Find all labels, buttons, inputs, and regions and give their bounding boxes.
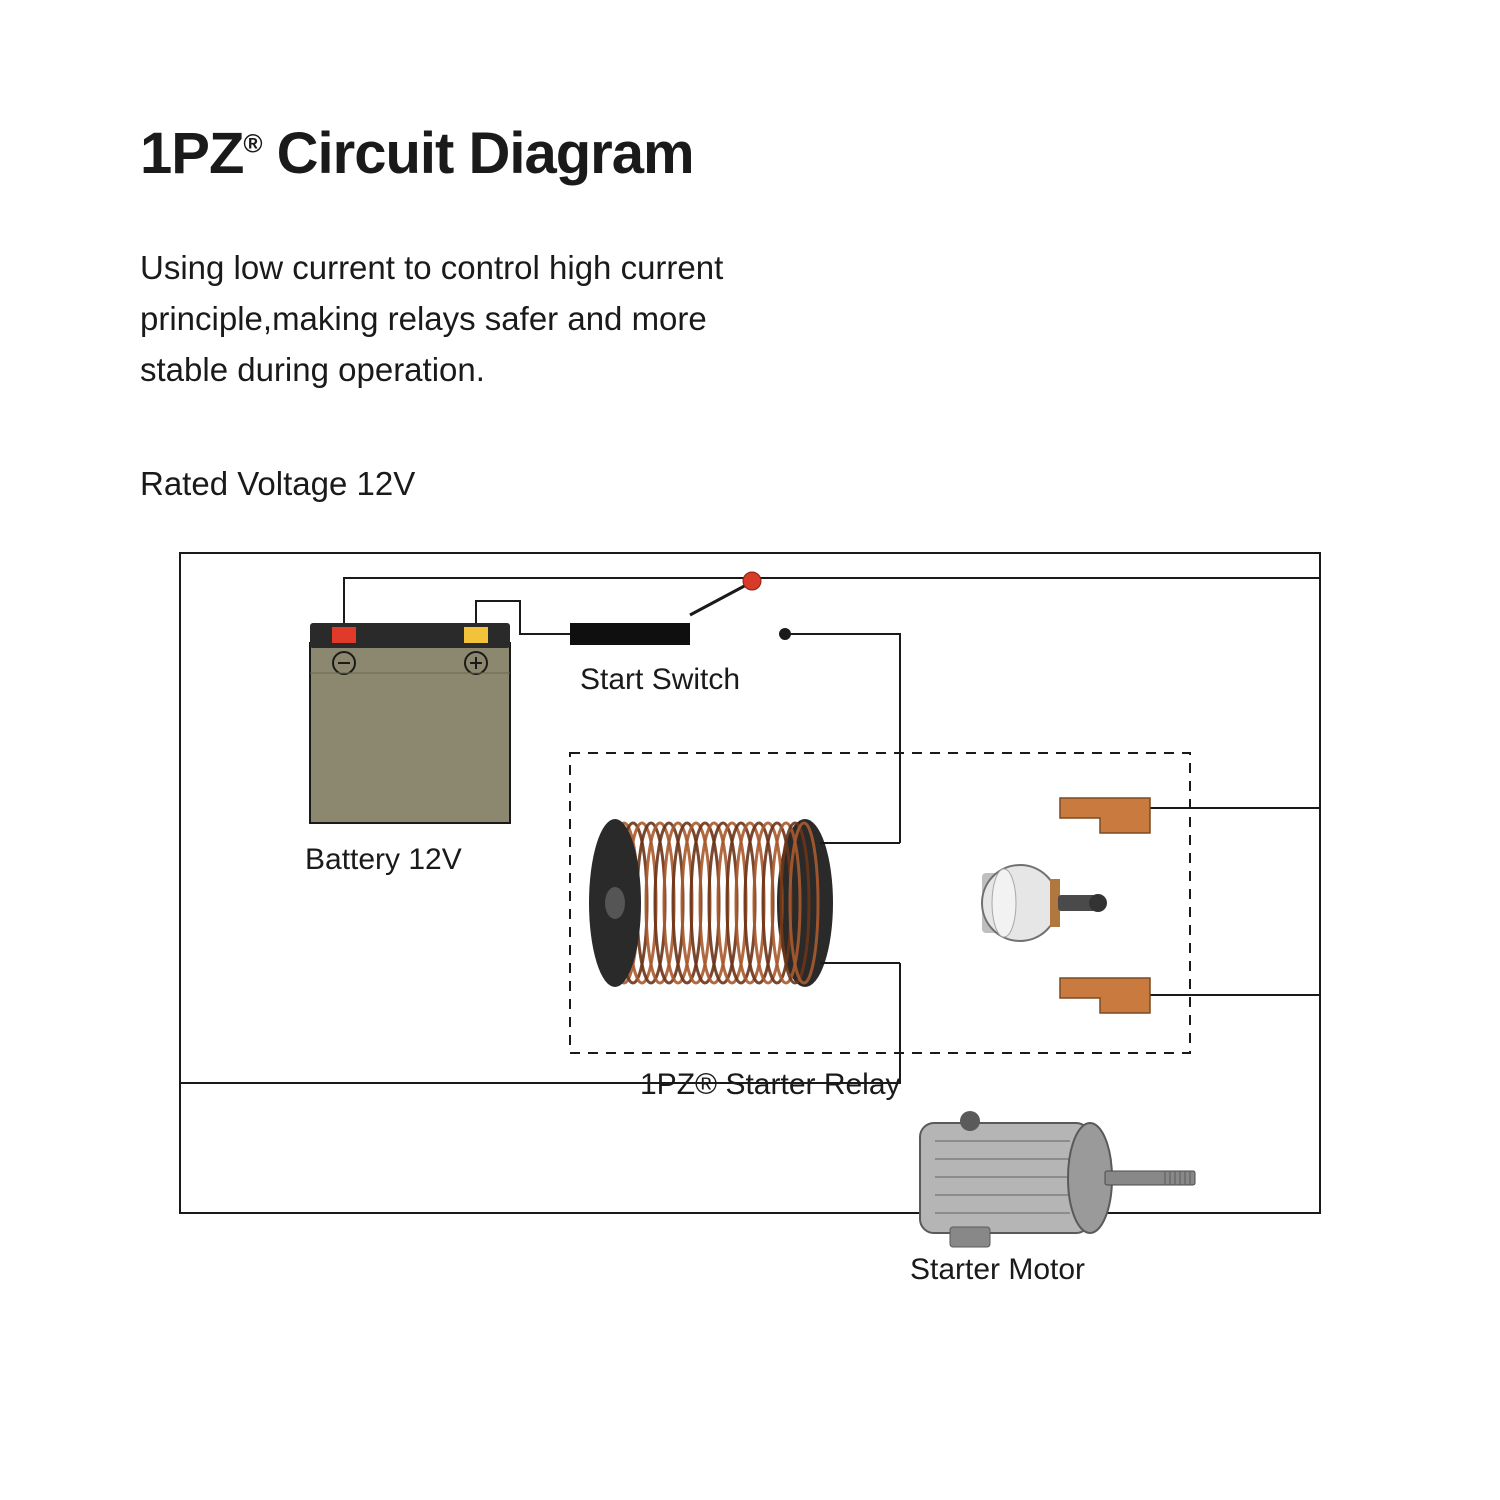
- starter-relay-label: 1PZ® Starter Relay: [640, 1068, 901, 1102]
- solenoid-icon: [982, 865, 1107, 941]
- description: Using low current to control high curren…: [140, 242, 1360, 395]
- starter-motor-label: Starter Motor: [910, 1253, 1085, 1287]
- circuit-svg: [140, 523, 1340, 1303]
- circuit-diagram: Start Switch Battery 12V 1PZ® Starter Re…: [140, 523, 1340, 1283]
- description-line: stable during operation.: [140, 351, 485, 388]
- starter-motor-icon: [920, 1111, 1195, 1247]
- description-line: Using low current to control high curren…: [140, 249, 723, 286]
- relay-coil-icon: [589, 819, 900, 987]
- battery-label: Battery 12V: [305, 843, 462, 877]
- title-brand: 1PZ: [140, 121, 243, 186]
- registered-mark-icon: ®: [243, 129, 261, 159]
- start-switch-icon: [570, 572, 791, 645]
- page: 1PZ® Circuit Diagram Using low current t…: [0, 0, 1500, 1500]
- description-line: principle,making relays safer and more: [140, 300, 707, 337]
- page-title: 1PZ® Circuit Diagram: [140, 120, 1360, 187]
- battery-icon: [310, 623, 510, 823]
- start-switch-label: Start Switch: [580, 663, 740, 697]
- title-rest: Circuit Diagram: [277, 121, 694, 186]
- rated-voltage: Rated Voltage 12V: [140, 465, 1360, 503]
